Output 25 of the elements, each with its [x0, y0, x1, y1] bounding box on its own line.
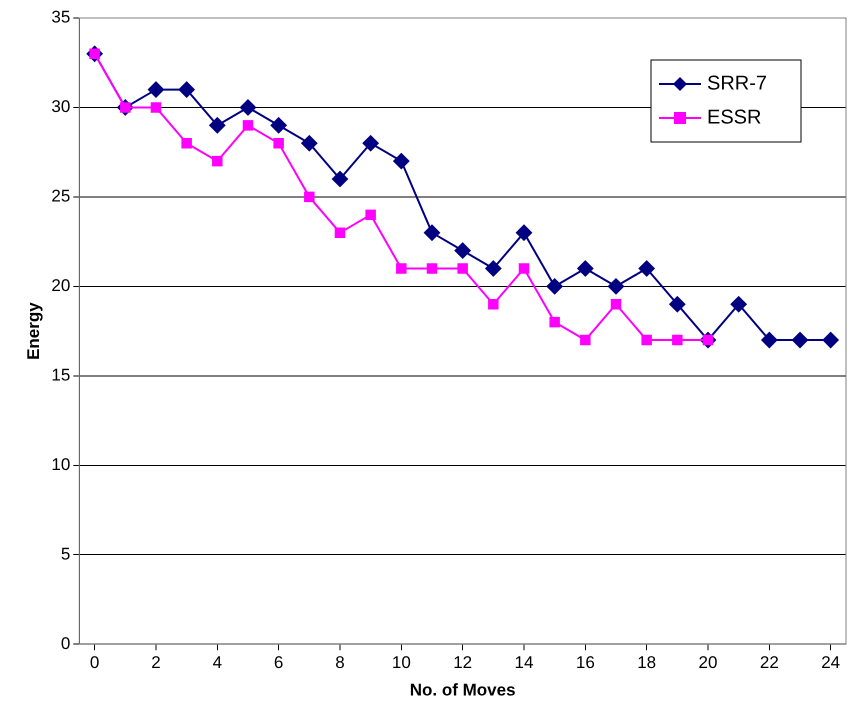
legend-label: ESSR	[707, 106, 762, 129]
y-tick-label: 10	[51, 454, 70, 474]
y-tick-label: 5	[60, 544, 70, 564]
x-tick-label: 18	[637, 653, 656, 672]
x-tick-label: 0	[90, 653, 100, 672]
x-tick-label: 12	[453, 653, 472, 672]
y-tick-label: 35	[51, 8, 70, 27]
x-tick-label: 4	[212, 653, 222, 672]
y-axis-title: Energy	[24, 302, 43, 360]
x-tick-label: 10	[392, 653, 411, 672]
x-axis-title: No. of Moves	[410, 680, 516, 700]
x-tick-label: 20	[698, 653, 718, 672]
y-tick-label: 20	[51, 276, 70, 296]
x-tick-label: 2	[151, 653, 161, 672]
legend-label: SRR-7	[707, 72, 768, 95]
y-tick-label: 15	[51, 366, 70, 385]
x-tick-label: 14	[514, 653, 534, 672]
y-tick-label: 0	[60, 634, 70, 653]
x-tick-label: 8	[335, 653, 345, 672]
x-tick-label: 22	[760, 653, 779, 672]
y-tick-label: 25	[51, 186, 70, 206]
x-tick-label: 6	[274, 653, 284, 672]
y-tick-label: 30	[51, 97, 70, 116]
x-tick-label: 24	[821, 653, 840, 672]
x-tick-label: 16	[576, 653, 595, 672]
